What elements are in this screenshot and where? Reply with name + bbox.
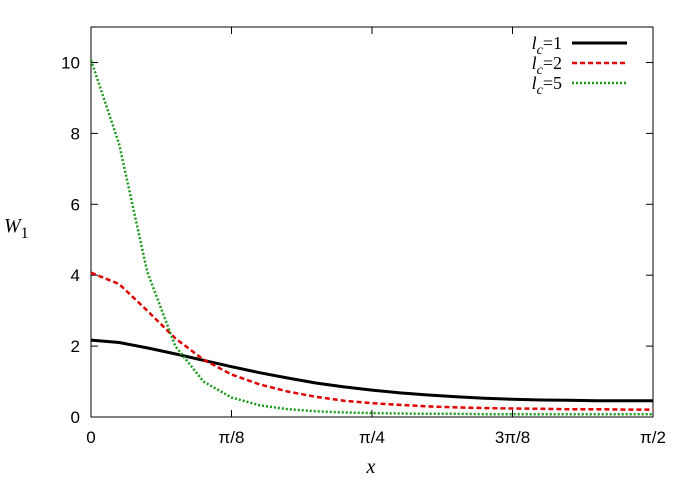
legend-label-suffix: =5 — [543, 73, 562, 93]
x-tick-label: π/4 — [359, 428, 385, 447]
legend-label-main: l — [532, 33, 537, 53]
y-tick-label: 8 — [71, 124, 80, 143]
legend-label-3: lc=5 — [532, 73, 562, 98]
legend-label-suffix: =1 — [543, 33, 562, 53]
legend: lc=1lc=2lc=5 — [532, 33, 627, 98]
x-tick-label: π/2 — [640, 428, 666, 447]
x-tick-label: π/8 — [219, 428, 245, 447]
legend-label-sub: c — [537, 83, 544, 98]
legend-label-2: lc=2 — [532, 53, 562, 78]
y-tick-label: 0 — [71, 408, 80, 427]
series-line-3 — [89, 59, 653, 416]
y-tick-label: 2 — [71, 337, 80, 356]
series-line-1 — [90, 338, 653, 403]
legend-label-suffix: =2 — [543, 53, 562, 73]
y-axis-label: W1 — [4, 215, 29, 242]
x-axis-label: x — [366, 456, 376, 478]
legend-label-main: l — [532, 73, 537, 93]
ticks-group: 0 π/8 π/4 3π/8 π/2 0 2 4 6 8 10 — [61, 27, 666, 447]
plot-frame-group — [90, 26, 654, 418]
y-tick-label: 4 — [71, 266, 80, 285]
y-axis-label-main: W — [4, 215, 23, 237]
legend-label-sub: c — [537, 43, 544, 58]
plot-frame — [90, 26, 654, 418]
y-tick-label: 10 — [61, 53, 80, 72]
legend-label-1: lc=1 — [532, 33, 562, 58]
x-tick-label: 3π/8 — [495, 428, 530, 447]
series-line-2 — [90, 271, 653, 411]
y-tick-label: 6 — [71, 195, 80, 214]
x-tick-label: 0 — [86, 428, 95, 447]
y-axis-label-sub: 1 — [21, 225, 29, 242]
legend-label-main: l — [532, 53, 537, 73]
legend-label-sub: c — [537, 63, 544, 78]
series-group — [89, 59, 653, 416]
